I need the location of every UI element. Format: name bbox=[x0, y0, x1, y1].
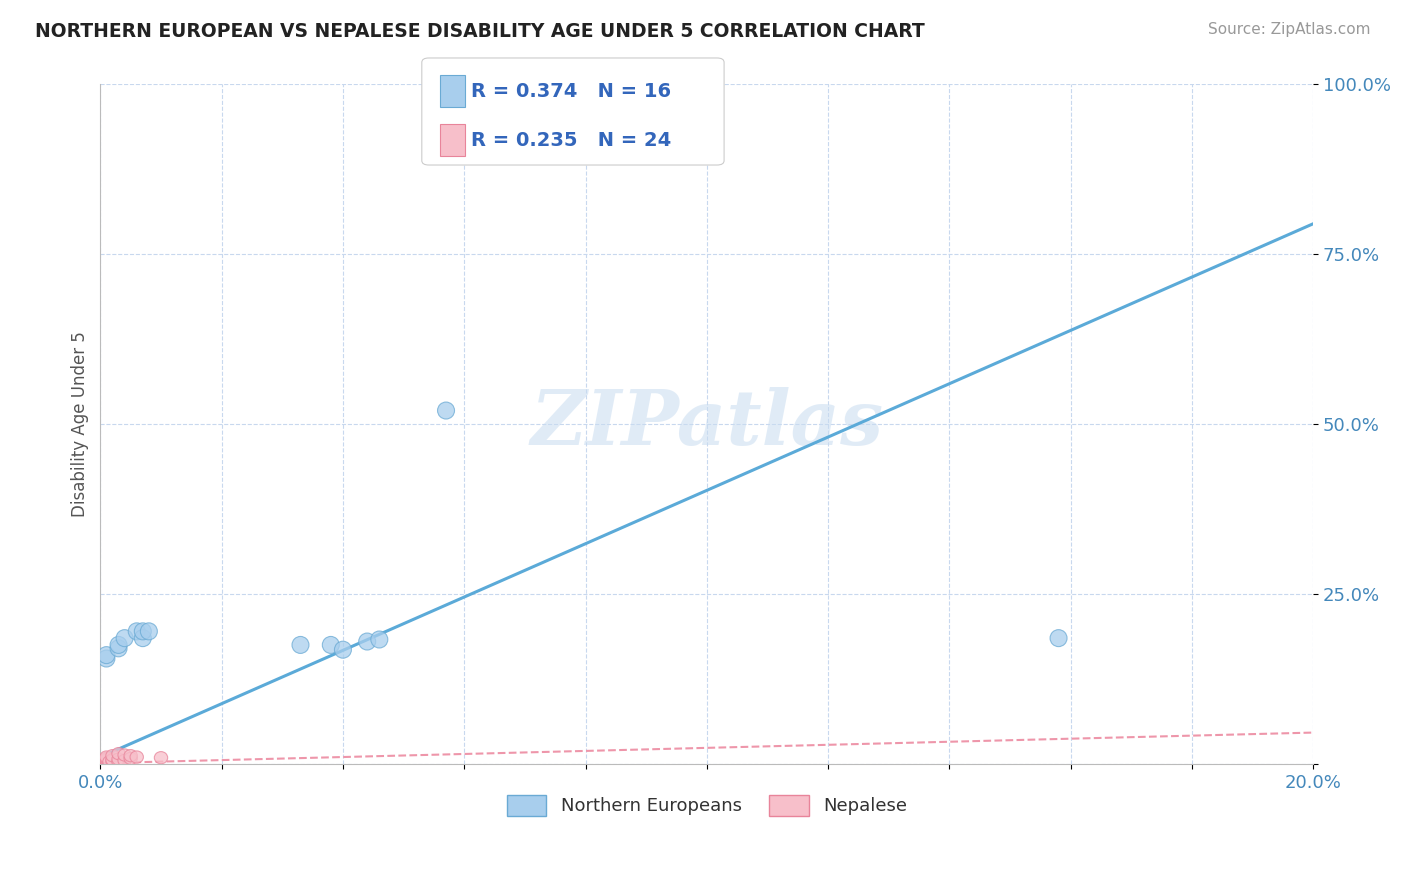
Ellipse shape bbox=[100, 751, 112, 764]
Ellipse shape bbox=[124, 752, 138, 764]
Ellipse shape bbox=[359, 633, 375, 650]
Ellipse shape bbox=[141, 623, 157, 640]
Ellipse shape bbox=[131, 751, 143, 764]
Ellipse shape bbox=[292, 636, 309, 654]
Ellipse shape bbox=[371, 631, 388, 648]
Text: ZIPatlas: ZIPatlas bbox=[530, 387, 883, 461]
Text: R = 0.374   N = 16: R = 0.374 N = 16 bbox=[471, 82, 671, 101]
Ellipse shape bbox=[155, 752, 167, 764]
Text: R = 0.235   N = 24: R = 0.235 N = 24 bbox=[471, 131, 671, 150]
Ellipse shape bbox=[100, 757, 112, 770]
Ellipse shape bbox=[110, 640, 127, 657]
Ellipse shape bbox=[437, 402, 454, 419]
Ellipse shape bbox=[100, 752, 112, 764]
Ellipse shape bbox=[117, 630, 134, 647]
Ellipse shape bbox=[124, 749, 138, 762]
Ellipse shape bbox=[100, 756, 112, 768]
Ellipse shape bbox=[105, 755, 120, 767]
Ellipse shape bbox=[100, 757, 112, 769]
Ellipse shape bbox=[112, 747, 125, 760]
Ellipse shape bbox=[322, 636, 339, 654]
Ellipse shape bbox=[128, 623, 145, 640]
Ellipse shape bbox=[105, 754, 120, 766]
Ellipse shape bbox=[98, 757, 111, 769]
Ellipse shape bbox=[100, 755, 112, 767]
Ellipse shape bbox=[103, 756, 117, 768]
Ellipse shape bbox=[118, 755, 131, 766]
Ellipse shape bbox=[100, 757, 112, 769]
Ellipse shape bbox=[335, 641, 352, 658]
Legend: Northern Europeans, Nepalese: Northern Europeans, Nepalese bbox=[499, 788, 914, 822]
Ellipse shape bbox=[135, 623, 152, 640]
Ellipse shape bbox=[112, 753, 125, 765]
Y-axis label: Disability Age Under 5: Disability Age Under 5 bbox=[72, 331, 89, 517]
Text: NORTHERN EUROPEAN VS NEPALESE DISABILITY AGE UNDER 5 CORRELATION CHART: NORTHERN EUROPEAN VS NEPALESE DISABILITY… bbox=[35, 22, 925, 41]
Ellipse shape bbox=[97, 757, 110, 770]
Ellipse shape bbox=[100, 756, 112, 769]
Ellipse shape bbox=[105, 749, 120, 762]
Ellipse shape bbox=[118, 749, 131, 761]
Ellipse shape bbox=[112, 756, 125, 768]
Ellipse shape bbox=[1050, 630, 1067, 647]
Ellipse shape bbox=[135, 630, 152, 647]
Ellipse shape bbox=[110, 636, 127, 654]
Ellipse shape bbox=[100, 754, 112, 766]
Ellipse shape bbox=[98, 647, 115, 664]
Text: Source: ZipAtlas.com: Source: ZipAtlas.com bbox=[1208, 22, 1371, 37]
Ellipse shape bbox=[98, 650, 115, 667]
